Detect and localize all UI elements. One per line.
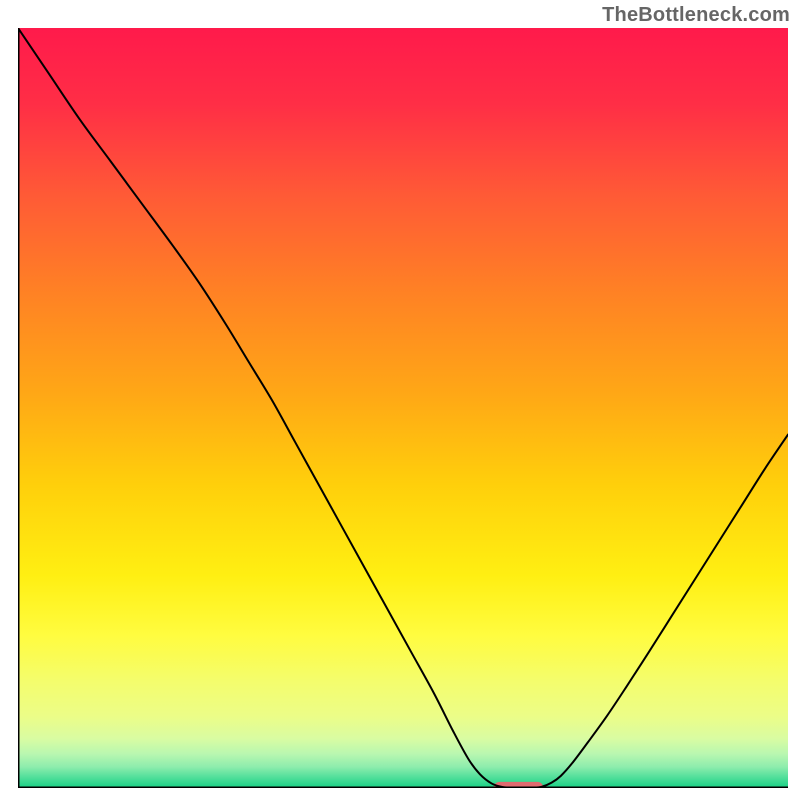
bottleneck-chart — [18, 28, 788, 788]
chart-background — [18, 28, 788, 788]
attribution-text: TheBottleneck.com — [602, 4, 790, 27]
